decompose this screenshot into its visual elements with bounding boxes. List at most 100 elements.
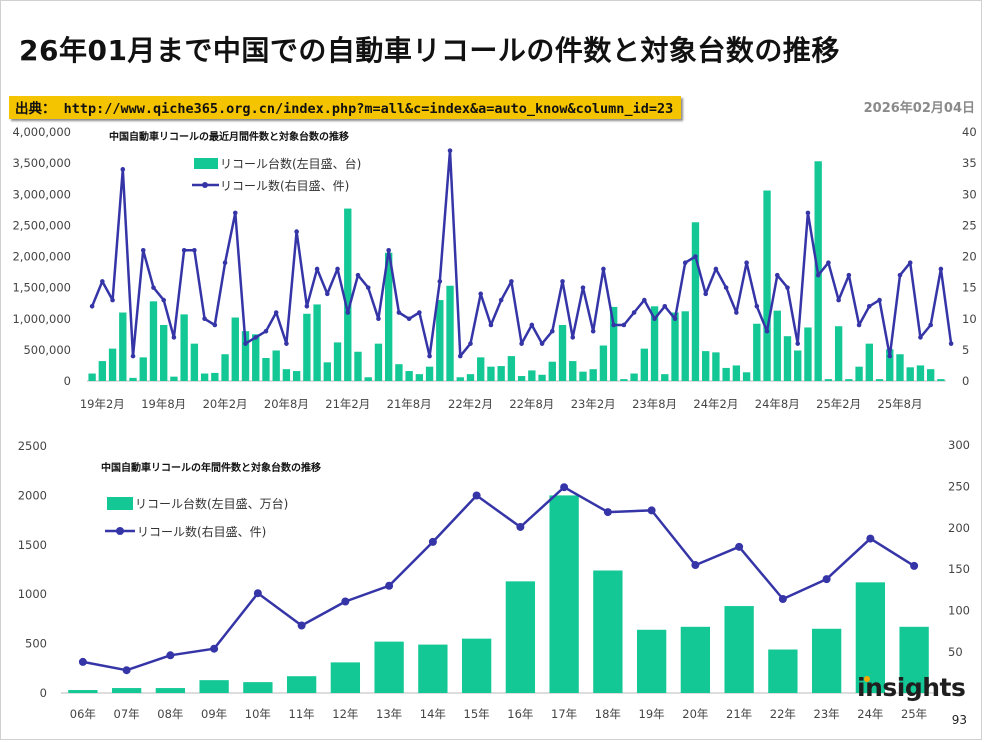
monthly-bar	[773, 310, 781, 381]
monthly-bar	[722, 367, 730, 381]
monthly-line-point	[304, 304, 310, 309]
monthly-line-point	[856, 322, 862, 328]
y-right-tick-label: 200	[948, 521, 970, 535]
monthly-line-point	[181, 247, 187, 253]
monthly-bar	[88, 373, 96, 381]
monthly-line-point	[386, 247, 391, 253]
monthly-bar	[160, 324, 168, 381]
annual-bar	[680, 626, 711, 693]
y-left-tick-label: 4,000,000	[12, 125, 71, 139]
monthly-bar	[906, 367, 914, 381]
annual-bar	[199, 680, 229, 693]
monthly-line-point	[396, 310, 402, 315]
legend-bar-swatch	[107, 497, 133, 510]
logo-dot-icon	[864, 676, 870, 682]
annual-line-point	[516, 522, 525, 531]
monthly-bar	[875, 379, 884, 381]
monthly-bar	[548, 361, 556, 381]
annual-bar	[243, 682, 273, 693]
monthly-line-point	[662, 304, 668, 309]
x-tick-label: 08年	[157, 707, 183, 721]
monthly-line-point	[120, 167, 126, 172]
monthly-line-point	[171, 335, 177, 340]
monthly-bar	[190, 343, 199, 381]
annual-recall-line	[82, 485, 915, 672]
monthly-bar	[262, 357, 270, 381]
monthly-bar	[620, 379, 628, 381]
annual-bar	[636, 629, 667, 693]
monthly-line-point	[611, 322, 616, 328]
y-right-tick-label: 300	[948, 438, 970, 452]
monthly-line-point	[100, 279, 105, 284]
monthly-bar	[200, 373, 209, 381]
monthly-line-point	[723, 285, 729, 290]
y-left-tick-label: 500	[25, 637, 47, 651]
monthly-line-point	[212, 322, 218, 328]
x-tick-label: 16年	[507, 707, 533, 721]
x-tick-label: 24年	[857, 707, 883, 721]
monthly-line-point	[140, 247, 146, 253]
date-label: 2026年02月04日	[863, 101, 975, 116]
monthly-bar	[824, 379, 833, 381]
monthly-line-point	[601, 266, 606, 272]
monthly-line-point	[805, 210, 811, 216]
y-right-tick-label: 30	[962, 187, 977, 201]
y-right-tick-label: 0	[962, 374, 969, 388]
y-right-tick-label: 20	[962, 250, 977, 264]
monthly-bar	[569, 361, 577, 381]
monthly-line-point	[560, 279, 565, 284]
monthly-line-point	[754, 304, 760, 309]
y-right-tick-label: 25	[962, 218, 977, 232]
monthly-line-point	[151, 285, 156, 290]
monthly-line-point	[764, 328, 770, 334]
x-tick-label: 23年8月	[632, 397, 677, 411]
monthly-line-point	[570, 335, 576, 340]
annual-bar	[549, 495, 579, 693]
annual-line-point	[735, 542, 744, 551]
monthly-bar	[681, 311, 689, 381]
x-tick-label: 21年2月	[325, 397, 370, 411]
monthly-bar	[507, 356, 516, 381]
monthly-line-point	[785, 285, 790, 290]
monthly-line-point	[713, 266, 719, 272]
monthly-line-point	[192, 247, 197, 253]
monthly-bar	[466, 374, 475, 381]
annual-bar	[811, 628, 842, 693]
monthly-line-point	[376, 316, 381, 322]
annual-bar	[724, 606, 754, 693]
y-left-tick-label: 0	[40, 686, 47, 700]
monthly-bar	[742, 372, 751, 381]
monthly-bar	[528, 370, 536, 381]
monthly-bar	[139, 357, 147, 381]
monthly-line-point	[580, 285, 586, 290]
monthly-bar	[794, 350, 802, 381]
monthly-bar	[303, 313, 311, 381]
y-right-tick-label: 15	[962, 281, 977, 295]
monthly-bar	[497, 366, 505, 381]
monthly-line-point	[325, 291, 330, 297]
monthly-bar	[292, 371, 301, 381]
monthly-line-point	[928, 322, 933, 328]
monthly-bar	[425, 366, 434, 381]
annual-bar	[286, 676, 317, 693]
source-banner: 出典： http://www.qiche365.org.cn/index.php…	[9, 96, 682, 119]
y-left-tick-label: 1500	[18, 538, 47, 552]
monthly-line-point	[161, 297, 166, 303]
monthly-line-point	[734, 310, 739, 315]
monthly-line-point	[529, 322, 535, 328]
x-tick-label: 20年2月	[203, 397, 248, 411]
monthly-line-point	[938, 266, 944, 272]
monthly-line-point	[642, 297, 647, 303]
monthly-line-point	[652, 316, 657, 322]
x-tick-label: 25年	[901, 707, 927, 721]
monthly-bar	[374, 343, 383, 381]
annual-line-point	[910, 561, 919, 570]
annual-bar	[418, 644, 448, 693]
annual-line-point	[122, 666, 131, 675]
monthly-bar	[579, 371, 587, 381]
monthly-bar	[834, 326, 843, 381]
monthly-line-point	[795, 341, 801, 346]
monthly-line-point	[202, 316, 207, 322]
x-tick-label: 20年	[682, 707, 708, 721]
